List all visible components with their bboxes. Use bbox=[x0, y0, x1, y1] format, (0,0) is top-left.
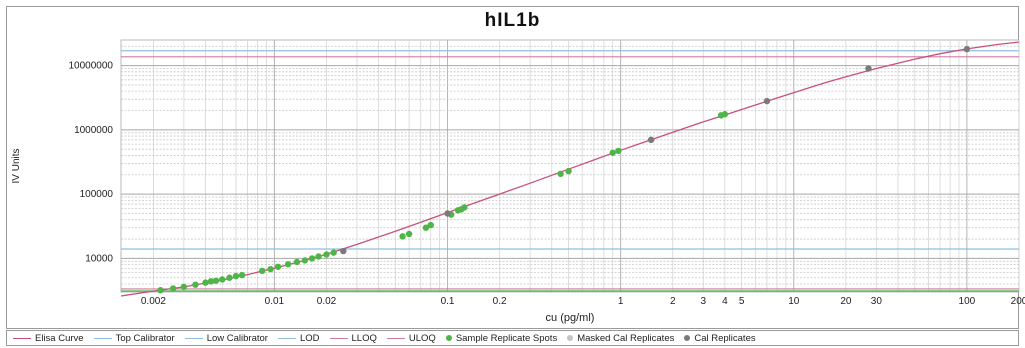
point-cal-replicates bbox=[340, 247, 347, 255]
point-sample-replicate-spots bbox=[226, 274, 233, 281]
point-sample-replicate-spots bbox=[169, 285, 177, 292]
point-cal-replicates bbox=[444, 210, 451, 217]
point-sample-replicate-spots bbox=[301, 257, 309, 264]
y-tick-label: 10000000 bbox=[69, 61, 114, 72]
legend-label: LLOQ bbox=[351, 332, 377, 344]
point-sample-replicate-spots bbox=[315, 253, 322, 260]
point-sample-replicate-spots bbox=[565, 167, 572, 175]
legend-item: Cal Replicates bbox=[684, 332, 756, 344]
x-tick-label: 0.002 bbox=[141, 296, 166, 307]
legend-label: Cal Replicates bbox=[694, 332, 756, 344]
point-sample-replicate-spots bbox=[192, 281, 199, 288]
legend-swatch bbox=[445, 335, 452, 341]
point-sample-replicate-spots bbox=[232, 272, 240, 280]
point-sample-replicate-spots bbox=[219, 276, 226, 283]
legend-label: Masked Cal Replicates bbox=[577, 332, 675, 344]
legend-swatch bbox=[684, 335, 691, 341]
point-sample-replicate-spots bbox=[330, 249, 337, 256]
legend-item: Sample Replicate Spots bbox=[445, 332, 558, 344]
point-sample-replicate-spots bbox=[202, 279, 209, 286]
y-tick-label: 10000 bbox=[85, 253, 113, 264]
point-sample-replicate-spots bbox=[399, 233, 406, 240]
point-sample-replicate-spots bbox=[258, 267, 266, 275]
point-sample-replicate-spots bbox=[267, 265, 274, 273]
point-sample-replicate-spots bbox=[157, 286, 164, 294]
point-cal-replicates bbox=[647, 136, 655, 144]
x-tick-label: 4 bbox=[722, 296, 728, 307]
point-sample-replicate-spots bbox=[405, 230, 413, 238]
y-tick-label: 1000000 bbox=[74, 125, 113, 136]
legend-label: ULOQ bbox=[408, 332, 436, 344]
x-tick-label: 0.01 bbox=[265, 296, 285, 307]
legend-item: LOD bbox=[277, 332, 320, 344]
legend: Elisa Curve Top Calibrator Low Calibrator L… bbox=[6, 330, 1019, 346]
point-sample-replicate-spots bbox=[293, 258, 301, 266]
point-sample-replicate-spots bbox=[609, 149, 616, 156]
legend-item: Low Calibrator bbox=[184, 332, 268, 344]
legend-item: ULOQ bbox=[386, 332, 436, 344]
point-sample-replicate-spots bbox=[274, 263, 282, 270]
x-tick-label: 200 bbox=[1011, 296, 1025, 307]
point-sample-replicate-spots bbox=[212, 277, 220, 284]
legend-swatch bbox=[329, 337, 348, 339]
legend-label: Elisa Curve bbox=[35, 332, 84, 344]
x-tick-label: 2 bbox=[670, 296, 676, 307]
x-tick-label: 5 bbox=[739, 296, 745, 307]
x-tick-label: 0.1 bbox=[441, 296, 455, 307]
point-sample-replicate-spots bbox=[207, 278, 215, 285]
legend-label: LOD bbox=[299, 332, 320, 344]
x-tick-label: 1 bbox=[618, 296, 624, 307]
point-sample-replicate-spots bbox=[615, 147, 622, 155]
point-sample-replicate-spots bbox=[323, 251, 330, 258]
point-sample-replicate-spots bbox=[238, 271, 246, 279]
legend-label: Low Calibrator bbox=[206, 332, 268, 344]
x-tick-label: 10 bbox=[788, 296, 800, 307]
legend-label: Top Calibrator bbox=[115, 332, 175, 344]
legend-swatch bbox=[93, 337, 112, 339]
point-sample-replicate-spots bbox=[308, 255, 316, 262]
x-axis-label: cu (pg/ml) bbox=[546, 312, 595, 324]
point-cal-replicates bbox=[865, 65, 872, 72]
legend-swatch bbox=[386, 337, 405, 339]
x-tick-label: 20 bbox=[840, 296, 852, 307]
point-sample-replicate-spots bbox=[557, 170, 564, 178]
x-tick-label: 30 bbox=[871, 296, 883, 307]
y-axis-label: IV Units bbox=[11, 148, 22, 183]
legend-swatch bbox=[567, 335, 574, 341]
legend-item: Elisa Curve bbox=[13, 333, 84, 344]
point-sample-replicate-spots bbox=[284, 261, 292, 268]
point-sample-replicate-spots bbox=[461, 204, 468, 211]
y-tick-label: 100000 bbox=[80, 189, 114, 200]
point-sample-replicate-spots bbox=[721, 111, 729, 118]
x-tick-label: 100 bbox=[959, 296, 976, 307]
point-cal-replicates bbox=[763, 97, 771, 105]
legend-swatch bbox=[13, 337, 31, 339]
legend-swatch bbox=[277, 337, 296, 339]
x-tick-label: 0.2 bbox=[493, 296, 507, 307]
chart-title: hIL1b bbox=[484, 10, 541, 31]
chart-canvas: 0.002 0.01 0.02 0.1 0.2 1 2 3 4 5 10 20 30 100 200 1000… bbox=[11, 39, 1025, 324]
point-sample-replicate-spots bbox=[422, 224, 430, 231]
point-sample-replicate-spots bbox=[180, 283, 188, 291]
x-tick-label: 0.02 bbox=[317, 296, 337, 307]
point-cal-replicates bbox=[963, 45, 971, 53]
legend-item: Masked Cal Replicates bbox=[567, 333, 674, 344]
legend-swatch bbox=[184, 337, 203, 339]
plot-area bbox=[120, 39, 1020, 293]
legend-item: Top Calibrator bbox=[93, 332, 175, 344]
legend-item: LLOQ bbox=[329, 332, 377, 344]
series-elisa-curve bbox=[120, 41, 1020, 297]
x-tick-label: 3 bbox=[700, 296, 706, 307]
point-sample-replicate-spots bbox=[427, 221, 434, 229]
legend-label: Sample Replicate Spots bbox=[455, 332, 558, 344]
